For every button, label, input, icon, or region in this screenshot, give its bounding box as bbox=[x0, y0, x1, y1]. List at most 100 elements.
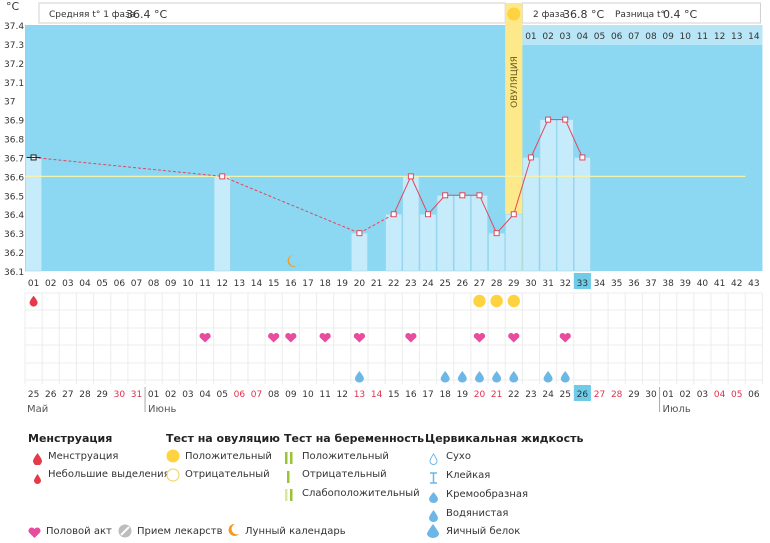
cycle-day-label: 05 bbox=[96, 279, 107, 289]
cycle-day-label: 37 bbox=[645, 279, 656, 289]
diff-value: 0.4 °C bbox=[663, 8, 698, 21]
phase2-day-label: 03 bbox=[559, 32, 570, 42]
calendar-date: 22 bbox=[508, 390, 519, 400]
month-label: Июль bbox=[663, 404, 691, 415]
calendar-date: 01 bbox=[662, 390, 673, 400]
cycle-day-label: 35 bbox=[611, 279, 622, 289]
intercourse-icon bbox=[285, 332, 297, 343]
calendar-date: 23 bbox=[525, 390, 536, 400]
calendar-date: 04 bbox=[714, 390, 726, 400]
temp-bar-day-25 bbox=[436, 195, 454, 272]
temp-point-day-26 bbox=[459, 192, 466, 199]
phase1-label: Средняя t° 1 фаза bbox=[49, 10, 136, 20]
phase2-day-label: 11 bbox=[697, 32, 708, 42]
temp-line-segment bbox=[33, 156, 223, 177]
legend-ovulation-positive: Положительный bbox=[185, 451, 272, 462]
pregnancy-positive-icon bbox=[285, 449, 293, 468]
cycle-day-label: 18 bbox=[319, 279, 331, 289]
calendar-date: 03 bbox=[697, 390, 708, 400]
y-tick-label: 36.5 bbox=[4, 192, 24, 202]
cervical-fluid-icon bbox=[543, 371, 553, 383]
temp-line-segment bbox=[513, 157, 532, 215]
cycle-day-label: 40 bbox=[697, 279, 709, 289]
calendar-date: 20 bbox=[474, 390, 486, 400]
y-tick-label: 36.7 bbox=[4, 154, 24, 164]
calendar-date: 21 bbox=[491, 390, 502, 400]
cervical-fluid-icon bbox=[457, 371, 467, 383]
phase2-day-label: 05 bbox=[594, 32, 605, 42]
y-tick-label: 37.2 bbox=[4, 60, 24, 70]
egg-white-icon bbox=[427, 523, 439, 542]
temp-bar-day-33 bbox=[573, 157, 591, 272]
intercourse-icon bbox=[353, 332, 366, 343]
intercourse-icon bbox=[28, 524, 41, 543]
legend-creamy: Кремообразная bbox=[446, 489, 529, 500]
creamy-icon bbox=[428, 488, 439, 507]
calendar-date: 13 bbox=[354, 390, 365, 400]
medicine-icon bbox=[118, 523, 132, 542]
pregnancy-negative-icon bbox=[287, 468, 291, 487]
cervical-fluid-icon bbox=[509, 371, 519, 383]
calendar-date: 28 bbox=[79, 390, 91, 400]
cycle-day-label: 12 bbox=[216, 279, 227, 289]
legend-watery: Водянистая bbox=[446, 508, 509, 519]
legend-pregnancy-faint: Слабоположительный bbox=[302, 488, 420, 499]
temp-point-day-33 bbox=[579, 154, 586, 161]
y-tick-label: 36.9 bbox=[4, 117, 24, 127]
y-tick-label: 37.1 bbox=[4, 79, 24, 89]
pregnancy-faint-icon bbox=[285, 486, 293, 505]
calendar-date: 28 bbox=[611, 390, 623, 400]
cycle-day-label: 16 bbox=[285, 279, 297, 289]
temp-bar-day-26 bbox=[453, 195, 471, 272]
cycle-day-label: 14 bbox=[251, 279, 263, 289]
cycle-day-label: 07 bbox=[131, 279, 142, 289]
cycle-day-label: 31 bbox=[542, 279, 553, 289]
temp-line-segment bbox=[393, 176, 412, 215]
y-unit: °C bbox=[6, 0, 20, 13]
calendar-date: 02 bbox=[165, 390, 176, 400]
intercourse-icon bbox=[199, 333, 211, 343]
phase2-day-label: 06 bbox=[611, 32, 623, 42]
menstruation-icon bbox=[33, 450, 42, 469]
ovulation-label: ОВУЛЯЦИЯ bbox=[510, 56, 520, 108]
phase2-day-label: 13 bbox=[731, 32, 742, 42]
calendar-date: 17 bbox=[422, 390, 433, 400]
temp-bar-day-1 bbox=[25, 157, 42, 272]
calendar-date: 24 bbox=[542, 390, 554, 400]
cycle-day-label: 39 bbox=[680, 279, 692, 289]
temp-line-segment bbox=[496, 213, 515, 234]
cycle-day-label: 42 bbox=[731, 279, 742, 289]
cycle-day-label: 28 bbox=[491, 279, 503, 289]
y-tick-label: 36.8 bbox=[4, 136, 24, 146]
temp-bar-day-32 bbox=[556, 119, 574, 272]
calendar-date: 27 bbox=[62, 390, 73, 400]
legend-moon: Лунный календарь bbox=[245, 526, 346, 537]
cycle-day-label: 20 bbox=[354, 279, 366, 289]
calendar-date: 18 bbox=[439, 390, 451, 400]
calendar-date: 30 bbox=[114, 390, 126, 400]
cycle-day-label: 41 bbox=[714, 279, 725, 289]
temp-point-day-12 bbox=[219, 173, 226, 180]
legend: Менструация Менструация Небольшие выделе… bbox=[0, 425, 770, 538]
temp-line-segment bbox=[427, 194, 446, 215]
phase2-label: 2 фаза bbox=[533, 10, 566, 20]
calendar-date: 10 bbox=[302, 390, 314, 400]
cycle-day-label: 38 bbox=[662, 279, 674, 289]
phase2-day-label: 02 bbox=[542, 32, 553, 42]
cycle-day-label: 27 bbox=[474, 279, 485, 289]
calendar-date: 16 bbox=[405, 390, 417, 400]
cycle-day-label: 10 bbox=[182, 279, 194, 289]
legend-ovulation-test-title: Тест на овуляцию bbox=[166, 432, 280, 445]
temp-point-day-24 bbox=[425, 211, 432, 218]
ovulation-sun-icon bbox=[507, 7, 521, 21]
calendar-date: 12 bbox=[337, 390, 348, 400]
cycle-day-label: 03 bbox=[62, 279, 73, 289]
calendar-date: 19 bbox=[457, 390, 469, 400]
temp-line-segment bbox=[410, 176, 429, 215]
calendar-date: 14 bbox=[371, 390, 383, 400]
legend-pregnancy-test-title: Тест на беременность bbox=[284, 432, 425, 445]
watery-icon bbox=[429, 507, 438, 526]
calendar-date: 01 bbox=[148, 390, 159, 400]
calendar-date: 11 bbox=[319, 390, 330, 400]
temp-bar-day-24 bbox=[419, 213, 437, 272]
